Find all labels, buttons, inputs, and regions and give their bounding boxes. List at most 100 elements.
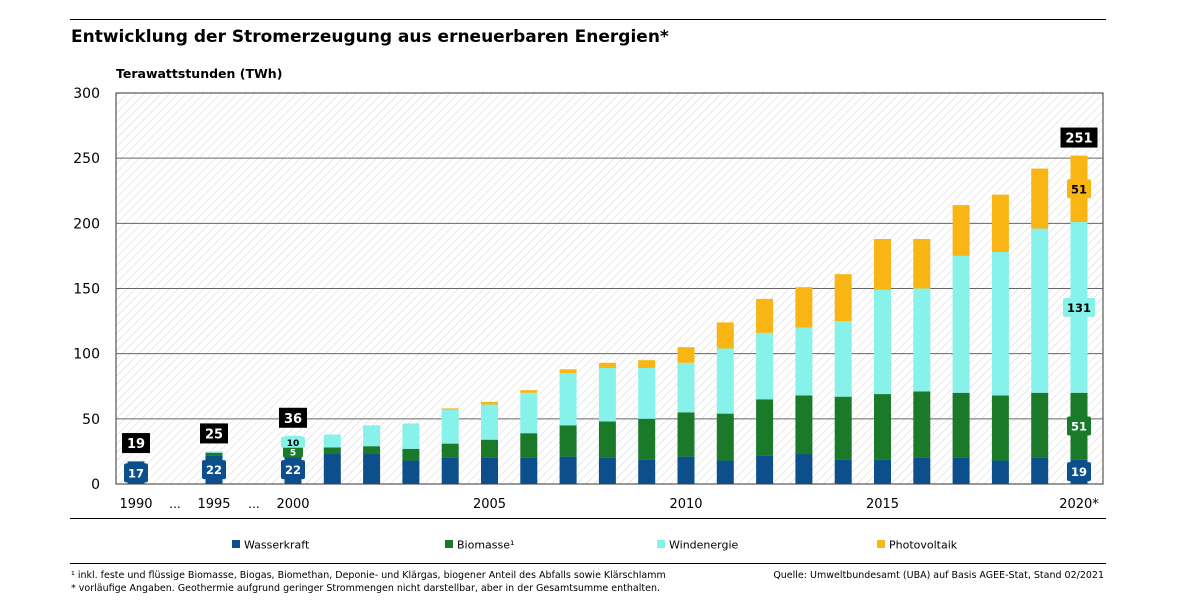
bar-2004-Windenergie	[441, 409, 459, 444]
segment-label-box	[1063, 297, 1095, 317]
total-label-box	[200, 423, 228, 444]
x-tick-label: 1995	[197, 497, 230, 512]
segment-label-box	[283, 446, 303, 458]
bar-2015-Biomasse¹	[874, 394, 891, 460]
bar-2014-Wasserkraft	[834, 459, 852, 484]
segment-label-box	[1067, 179, 1091, 199]
bar-2017-Wasserkraft	[952, 457, 970, 484]
bar-2014-Biomasse¹	[834, 396, 852, 460]
segment-label-box	[124, 463, 148, 483]
bar-2013-Photovoltaik	[795, 287, 813, 328]
segment-label: 22	[285, 463, 301, 477]
x-tick-label: 2010	[669, 497, 702, 512]
bar-2017-Biomasse¹	[952, 392, 970, 458]
bar-2018-Wasserkraft	[991, 460, 1009, 484]
segment-label: 19	[1071, 465, 1087, 479]
total-label: 251	[1065, 132, 1092, 147]
bar-2004-Biomasse¹	[441, 443, 459, 458]
segment-label: 51	[1071, 182, 1087, 196]
bar-2008-Windenergie	[598, 368, 616, 422]
legend-entry: Wasserkraft	[244, 539, 310, 552]
bar-2014-Windenergie	[834, 321, 852, 397]
segment-label: 131	[1067, 301, 1091, 315]
legend-swatch	[657, 540, 665, 548]
total-label-box	[279, 407, 307, 428]
gap-marker: ...	[169, 497, 180, 511]
y-tick-label: 0	[91, 477, 100, 493]
bar-2004-Photovoltaik	[441, 408, 459, 410]
bar-2011-Photovoltaik	[716, 322, 734, 349]
bar-2005-Wasserkraft	[481, 457, 498, 484]
legend-swatch	[232, 540, 240, 548]
y-tick-label: 200	[73, 216, 100, 232]
bar-2019-Photovoltaik	[1031, 168, 1049, 229]
segment-label: 17	[128, 466, 144, 480]
bar-2008-Biomasse¹	[598, 421, 616, 458]
bar-2015-Wasserkraft	[874, 459, 891, 484]
bar-2001-Biomasse¹	[323, 447, 341, 455]
bar-2007-Windenergie	[559, 373, 577, 426]
bar-2006-Photovoltaik	[520, 390, 538, 393]
x-tick-label: 2000	[276, 497, 309, 512]
bar-2019-Windenergie	[1031, 228, 1049, 393]
y-axis-label: Terawattstunden (TWh)	[116, 66, 282, 81]
x-tick-label: 1990	[119, 497, 152, 512]
bar-2011-Wasserkraft	[716, 460, 734, 484]
bar-2010-Biomasse¹	[677, 412, 695, 457]
bar-2010-Windenergie	[677, 362, 695, 413]
bar-2013-Windenergie	[795, 327, 813, 396]
bar-2016-Photovoltaik	[913, 238, 931, 289]
bar-2019-Biomasse¹	[1031, 392, 1049, 458]
bar-2010-Wasserkraft	[677, 456, 695, 484]
bar-2012-Biomasse¹	[756, 399, 774, 456]
bar-2007-Biomasse¹	[559, 425, 577, 457]
bar-2009-Wasserkraft	[638, 459, 656, 484]
bar-2015-Windenergie	[874, 289, 891, 395]
bar-2002-Wasserkraft	[363, 454, 381, 484]
bar-2017-Photovoltaik	[952, 205, 970, 256]
top-rule	[70, 19, 1106, 20]
bottom-rule	[70, 563, 1106, 564]
bar-2007-Photovoltaik	[559, 369, 577, 374]
legend-swatch	[877, 540, 885, 548]
total-label-box	[1060, 127, 1098, 148]
bar-2012-Photovoltaik	[756, 298, 774, 333]
x-tick-label: 2020*	[1059, 497, 1099, 512]
data-labels: 17 22 22 510 19 51 131 51 19 25 36 251	[122, 127, 1098, 483]
bar-2002-Windenergie	[363, 425, 381, 447]
bar-2001-Wasserkraft	[323, 454, 341, 484]
y-tick-label: 100	[73, 347, 100, 363]
bar-2006-Windenergie	[520, 392, 538, 434]
bar-2012-Wasserkraft	[756, 455, 774, 484]
bar-2008-Photovoltaik	[598, 362, 616, 369]
bar-2011-Windenergie	[716, 348, 734, 414]
footnote-preliminary: * vorläufige Angaben. Geothermie aufgrun…	[71, 583, 660, 594]
bar-1990-Biomasse¹	[127, 461, 145, 462]
bar-2011-Biomasse¹	[716, 413, 734, 461]
bar-2013-Biomasse¹	[795, 395, 813, 455]
segment-label: 5	[290, 449, 296, 459]
segment-label-box	[1067, 416, 1091, 436]
segment-label: 10	[287, 439, 300, 449]
bar-2005-Windenergie	[481, 404, 498, 440]
bar-2018-Biomasse¹	[991, 395, 1009, 461]
bar-1995-Windenergie	[205, 451, 223, 453]
bar-2002-Biomasse¹	[363, 446, 381, 455]
y-tick-label: 300	[73, 86, 100, 102]
bar-2003-Wasserkraft	[402, 460, 420, 484]
y-tick-label: 250	[73, 151, 100, 167]
bar-2009-Windenergie	[638, 368, 656, 419]
bar-2007-Wasserkraft	[559, 456, 577, 484]
axes: 0 50 100 150 200 250 300 Terawattstunden (TWh).…	[73, 66, 1099, 512]
bar-2012-Windenergie	[756, 332, 774, 400]
bar-2006-Wasserkraft	[520, 457, 538, 484]
segment-label: 51	[1071, 420, 1087, 434]
bar-2009-Biomasse¹	[638, 418, 656, 460]
footnote-biomasse: ¹ inkl. feste und flüssige Biomasse, Bio…	[71, 570, 666, 581]
bar-2016-Biomasse¹	[913, 391, 931, 458]
segment-label-box	[281, 436, 305, 448]
bar-2013-Wasserkraft	[795, 454, 813, 484]
bar-2008-Wasserkraft	[598, 457, 616, 484]
bar-2003-Windenergie	[402, 424, 420, 449]
